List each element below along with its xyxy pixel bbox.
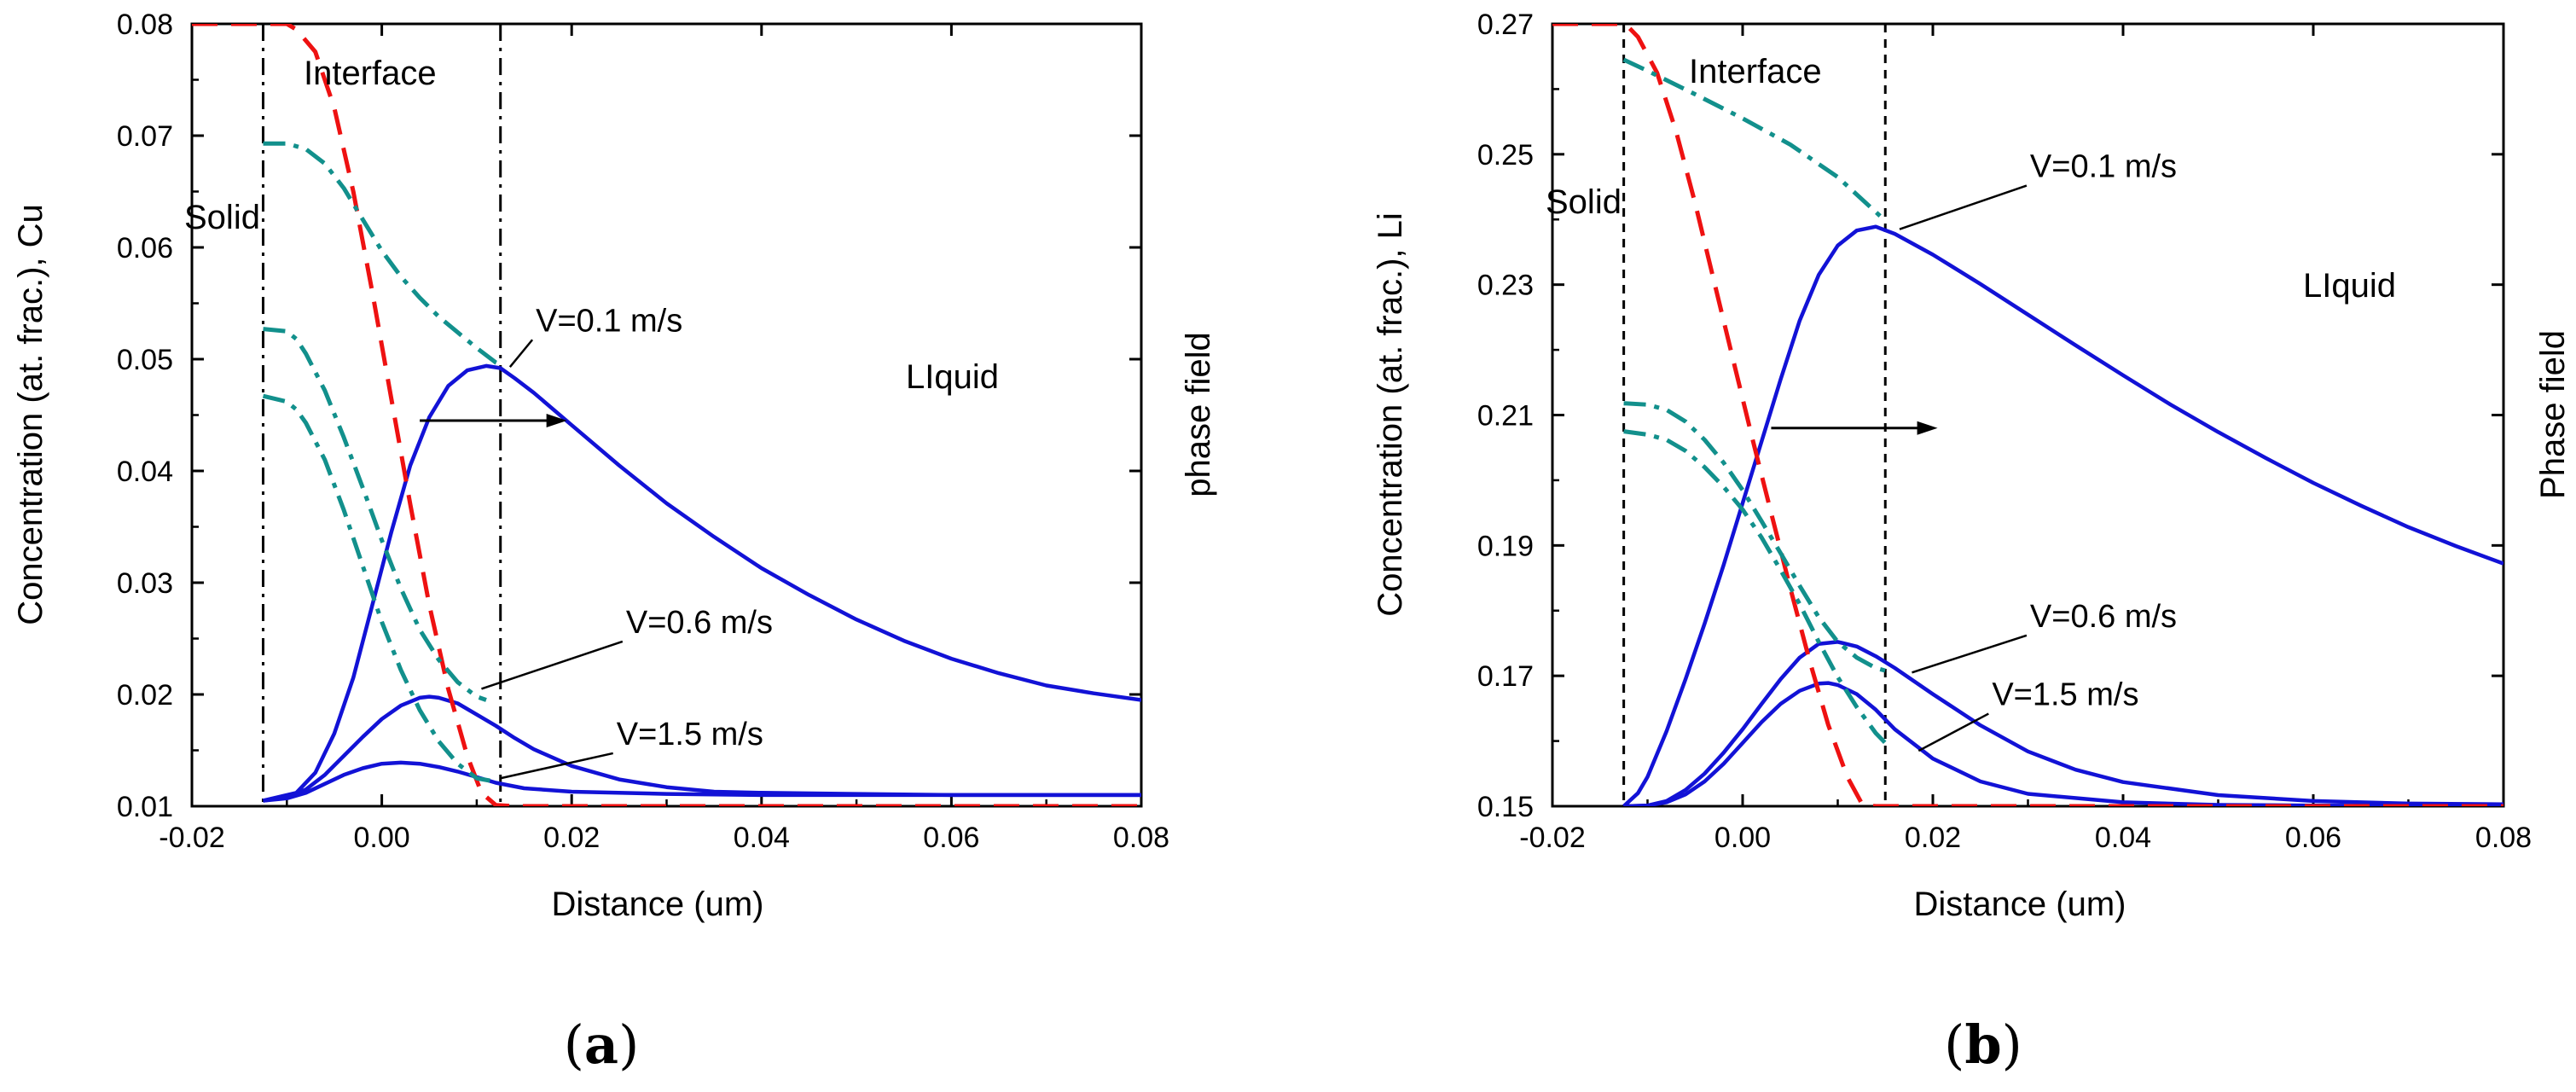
x-tick-label-b: 0.04 — [2095, 822, 2151, 854]
series-concentration-v-0-1-m-s-b — [1622, 224, 2503, 806]
x-tick-label-b: 0.08 — [2475, 822, 2532, 854]
y-tick-label-a: 0.08 — [117, 9, 173, 41]
annotation-label-a: V=0.1 m/s — [536, 303, 682, 339]
y-axis-label-b: Concentration (at. frac.), Li — [1372, 212, 1409, 617]
series-phase-field-a — [192, 24, 1141, 806]
right-axis-label-b: Phase field — [2534, 330, 2572, 499]
annotation-leader-a — [500, 752, 613, 780]
liquid-label-b: LIquid — [2303, 267, 2396, 305]
series-concentration-v-0-6-m-s-a — [263, 694, 1141, 803]
series-interface-trace-v-1-5-m-s-a — [262, 393, 496, 784]
annotation-label-b: V=1.5 m/s — [1992, 677, 2138, 713]
series-interface-trace-v-0-1-m-s-a — [263, 141, 502, 367]
y-tick-label-a: 0.03 — [117, 567, 173, 600]
series-interface-trace-v-0-6-m-s-b — [1623, 401, 1886, 673]
x-tick-label-a: -0.02 — [159, 822, 225, 854]
y-tick-label-b: 0.23 — [1477, 270, 1534, 302]
x-tick-label-b: 0.06 — [2285, 822, 2341, 854]
annotation-label-b: V=0.1 m/s — [2030, 149, 2177, 185]
series-concentration-v-0-1-m-s-a — [262, 363, 1141, 803]
right-axis-label-a: phase field — [1180, 332, 1217, 497]
plot-area-b: -0.02 0.00 0.02 0.04 0.06 0.08 0.15 0.17 0.19 0.2… — [1477, 9, 2532, 854]
solid-label-b: Solid — [1546, 183, 1622, 221]
y-axis-label-a: Concentration (at. frac.), Cu — [12, 204, 49, 625]
y-tick-label-a: 0.05 — [117, 344, 173, 376]
panel-label-b: (b) — [1944, 1014, 2022, 1076]
series-concentration-v-1-5-m-s-b — [1623, 681, 2503, 806]
annotation-leader-b — [1899, 184, 2028, 230]
x-tick-label-a: 0.02 — [543, 822, 600, 854]
x-axis-label-a: Distance (um) — [552, 886, 764, 923]
annotation-leader-b — [1917, 712, 1989, 752]
x-tick-label-b: -0.02 — [1519, 822, 1586, 854]
y-tick-label-a: 0.06 — [117, 232, 173, 264]
x-axis-label-b: Distance (um) — [1914, 886, 2126, 923]
y-tick-label-b: 0.25 — [1477, 139, 1534, 171]
y-tick-label-b: 0.21 — [1477, 400, 1534, 433]
y-tick-label-b: 0.19 — [1477, 530, 1534, 562]
x-tick-label-a: 0.04 — [734, 822, 790, 854]
solid-label-a: Solid — [184, 199, 260, 236]
interface-label-a: Interface — [304, 55, 437, 92]
annotation-label-a: V=0.6 m/s — [626, 605, 773, 641]
y-tick-label-b: 0.15 — [1477, 791, 1534, 823]
y-tick-label-a: 0.04 — [117, 456, 173, 488]
y-tick-label-a: 0.01 — [117, 791, 173, 823]
series-interface-trace-v-1-5-m-s-b — [1623, 429, 1888, 745]
x-tick-label-a: 0.08 — [1113, 822, 1169, 854]
panel-label-a: (a) — [564, 1014, 640, 1076]
annotation-label-a: V=1.5 m/s — [617, 717, 763, 752]
data-layer-b — [1552, 24, 2503, 806]
series-phase-field-b — [1552, 24, 2503, 806]
annotation-label-b: V=0.6 m/s — [2030, 599, 2177, 635]
x-tick-label-b: 0.00 — [1714, 822, 1771, 854]
x-tick-label-a: 0.06 — [923, 822, 979, 854]
annotation-leader-a — [481, 640, 624, 690]
plot-area-a: -0.02 0.00 0.02 0.04 0.06 0.08 0.01 0.02 0.03 0.0… — [117, 9, 1169, 854]
shift-arrow-head-b — [1917, 421, 1938, 435]
data-layer-a — [192, 24, 1141, 806]
shift-arrow-head-a — [546, 414, 567, 428]
panel-a: -0.02 0.00 0.02 0.04 0.06 0.08 0.01 0.02 0.03 0.0… — [12, 9, 1217, 1076]
series-concentration-v-0-6-m-s-b — [1623, 640, 2503, 806]
series-concentration-v-1-5-m-s-a — [263, 760, 1141, 803]
x-tick-label-a: 0.00 — [354, 822, 410, 854]
y-tick-label-b: 0.27 — [1477, 9, 1534, 41]
y-tick-label-a: 0.07 — [117, 120, 173, 153]
y-tick-label-a: 0.02 — [117, 679, 173, 712]
annotation-leader-b — [1912, 634, 2028, 674]
annotation-leader-a — [508, 339, 534, 368]
interface-label-b: Interface — [1689, 53, 1822, 90]
x-tick-label-b: 0.02 — [1905, 822, 1961, 854]
series-interface-trace-v-0-6-m-s-a — [263, 327, 487, 702]
y-tick-label-b: 0.17 — [1477, 660, 1534, 693]
panel-b: -0.02 0.00 0.02 0.04 0.06 0.08 0.15 0.17 0.19 0.2… — [1372, 9, 2572, 1076]
liquid-label-a: LIquid — [906, 358, 999, 396]
